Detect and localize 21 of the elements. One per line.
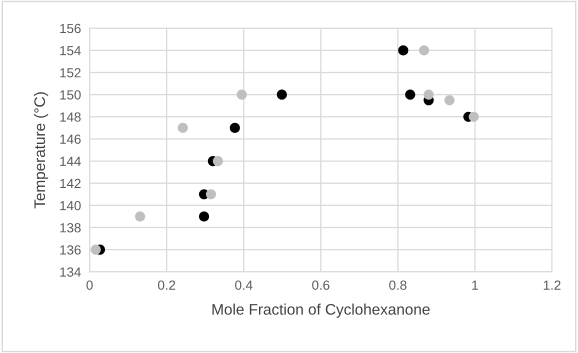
y-tick-label: 154 [60,46,81,56]
y-tick-label: 136 [60,245,81,255]
y-tick-label: 152 [60,68,81,78]
x-tick-label: 0.4 [235,280,253,290]
y-tick-label: 148 [60,112,81,122]
y-tick-label: 138 [60,223,81,232]
x-axis-title: Mole Fraction of Cyclohexanone [212,304,430,318]
x-tick-label: 0.2 [158,280,176,290]
x-tick-label: 1.2 [544,280,560,290]
x-tick-label: 0 [86,280,93,290]
x-tick-label: 0.6 [312,280,330,290]
y-axis-title: Temperature (°C) [34,92,48,208]
x-tick-label: 0.8 [389,280,406,290]
y-tick-label: 150 [60,90,81,100]
y-tick-label: 156 [60,24,81,34]
y-tick-label: 140 [60,200,81,210]
y-tick-label: 146 [60,134,81,144]
x-tick-label: 1 [472,280,478,290]
y-tick-label: 142 [60,178,81,188]
y-tick-label: 144 [60,156,81,166]
y-tick-label: 134 [60,267,81,277]
